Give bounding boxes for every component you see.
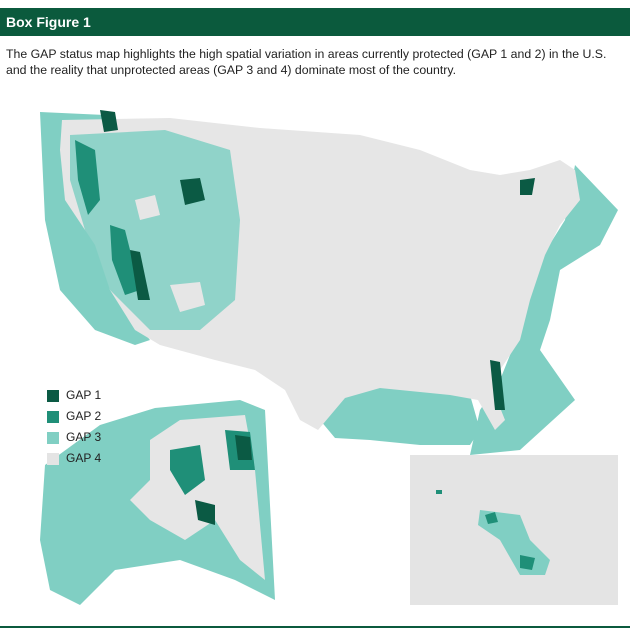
- caption-line: The GAP status map highlights the high s…: [6, 47, 607, 61]
- caption-line: and the reality that unprotected areas (…: [6, 63, 457, 77]
- legend-swatch: [47, 432, 59, 444]
- legend: GAP 1 GAP 2 GAP 3 GAP 4: [47, 388, 101, 465]
- header-bar: Box Figure 1: [0, 8, 630, 36]
- protected-area: [195, 435, 252, 525]
- ocean-buffer: [470, 165, 618, 455]
- legend-label: GAP 4: [66, 451, 101, 465]
- protected-area: [75, 140, 140, 295]
- legend-label: GAP 1: [66, 388, 101, 402]
- ocean-buffer: [320, 385, 480, 445]
- legend-swatch: [47, 411, 59, 423]
- legend-swatch: [47, 390, 59, 402]
- protected-area: [135, 195, 205, 312]
- caption: The GAP status map highlights the high s…: [6, 46, 606, 78]
- legend-swatch: [47, 453, 59, 465]
- title: Box Figure 1: [6, 14, 91, 30]
- protected-area: [170, 430, 255, 495]
- legend-label: GAP 3: [66, 430, 101, 444]
- legend-label: GAP 2: [66, 409, 101, 423]
- island: [436, 490, 535, 570]
